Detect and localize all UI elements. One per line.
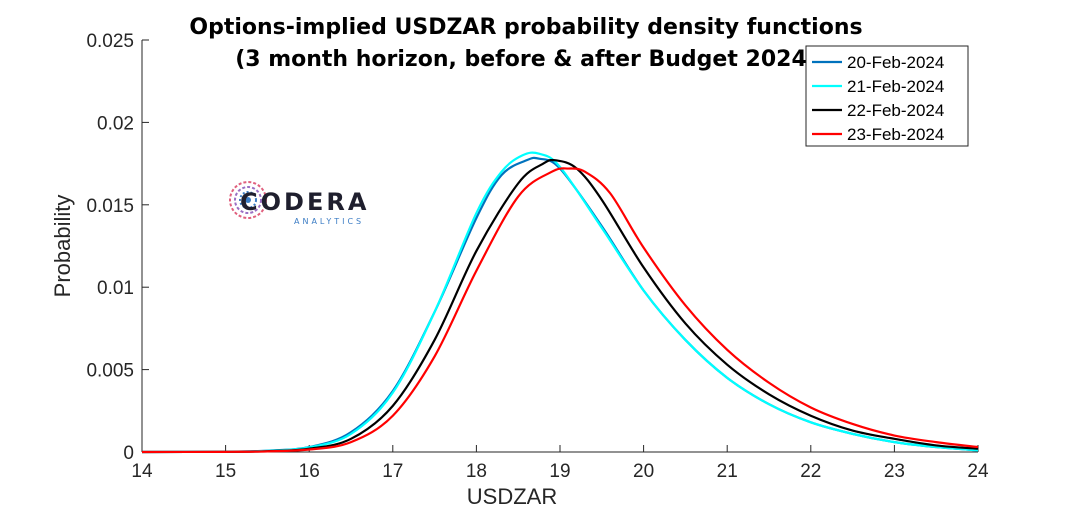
y-tick-label: 0 [123,443,134,464]
legend-label: 20-Feb-2024 [847,53,944,72]
y-axis-title: Probability [50,195,75,298]
legend-label: 21-Feb-2024 [847,77,944,96]
y-tick-label: 0.01 [97,278,134,299]
logo-name: CODERA [240,188,369,216]
x-tick-label: 19 [549,461,570,482]
x-tick-label: 17 [382,461,403,482]
legend-label: 22-Feb-2024 [847,101,944,120]
x-tick-label: 15 [215,461,236,482]
series-line-22-Feb-2024 [141,158,979,454]
x-axis-title: USDZAR [467,484,557,509]
x-tick-label: 21 [717,461,738,482]
logo-tagline: ANALYTICS [294,217,364,226]
x-tick-label: 23 [884,461,905,482]
x-tick-label: 16 [299,461,320,482]
y-tick-label: 0.02 [97,113,134,134]
fingerprint-icon [229,181,267,219]
x-tick-label: 24 [967,461,989,482]
codera-logo: CODERA ANALYTICS [229,181,369,226]
y-tick-label: 0.005 [86,361,134,382]
series-layer [141,151,979,454]
series-line-21-Feb-2024 [141,151,979,454]
legend: 20-Feb-2024 21-Feb-2024 22-Feb-2024 23-Feb-… [805,45,969,147]
chart-subtitle: (3 month horizon, before & after Budget … [235,47,817,72]
y-tick-label: 0.015 [86,196,134,217]
chart-title: Options-implied USDZAR probability densi… [189,15,862,40]
series-line-23-Feb-2024 [141,167,979,454]
x-tick-label: 18 [466,461,487,482]
x-tick-label: 20 [633,461,654,482]
x-tick-label: 22 [800,461,821,482]
x-tick-label: 14 [131,461,153,482]
x-axis-ticks: 14 15 16 17 18 19 20 21 22 23 24 [131,445,989,482]
legend-label: 23-Feb-2024 [847,125,944,144]
y-tick-label: 0.025 [86,31,134,52]
y-axis-ticks: 0 0.005 0.01 0.015 0.02 0.025 [86,31,149,464]
